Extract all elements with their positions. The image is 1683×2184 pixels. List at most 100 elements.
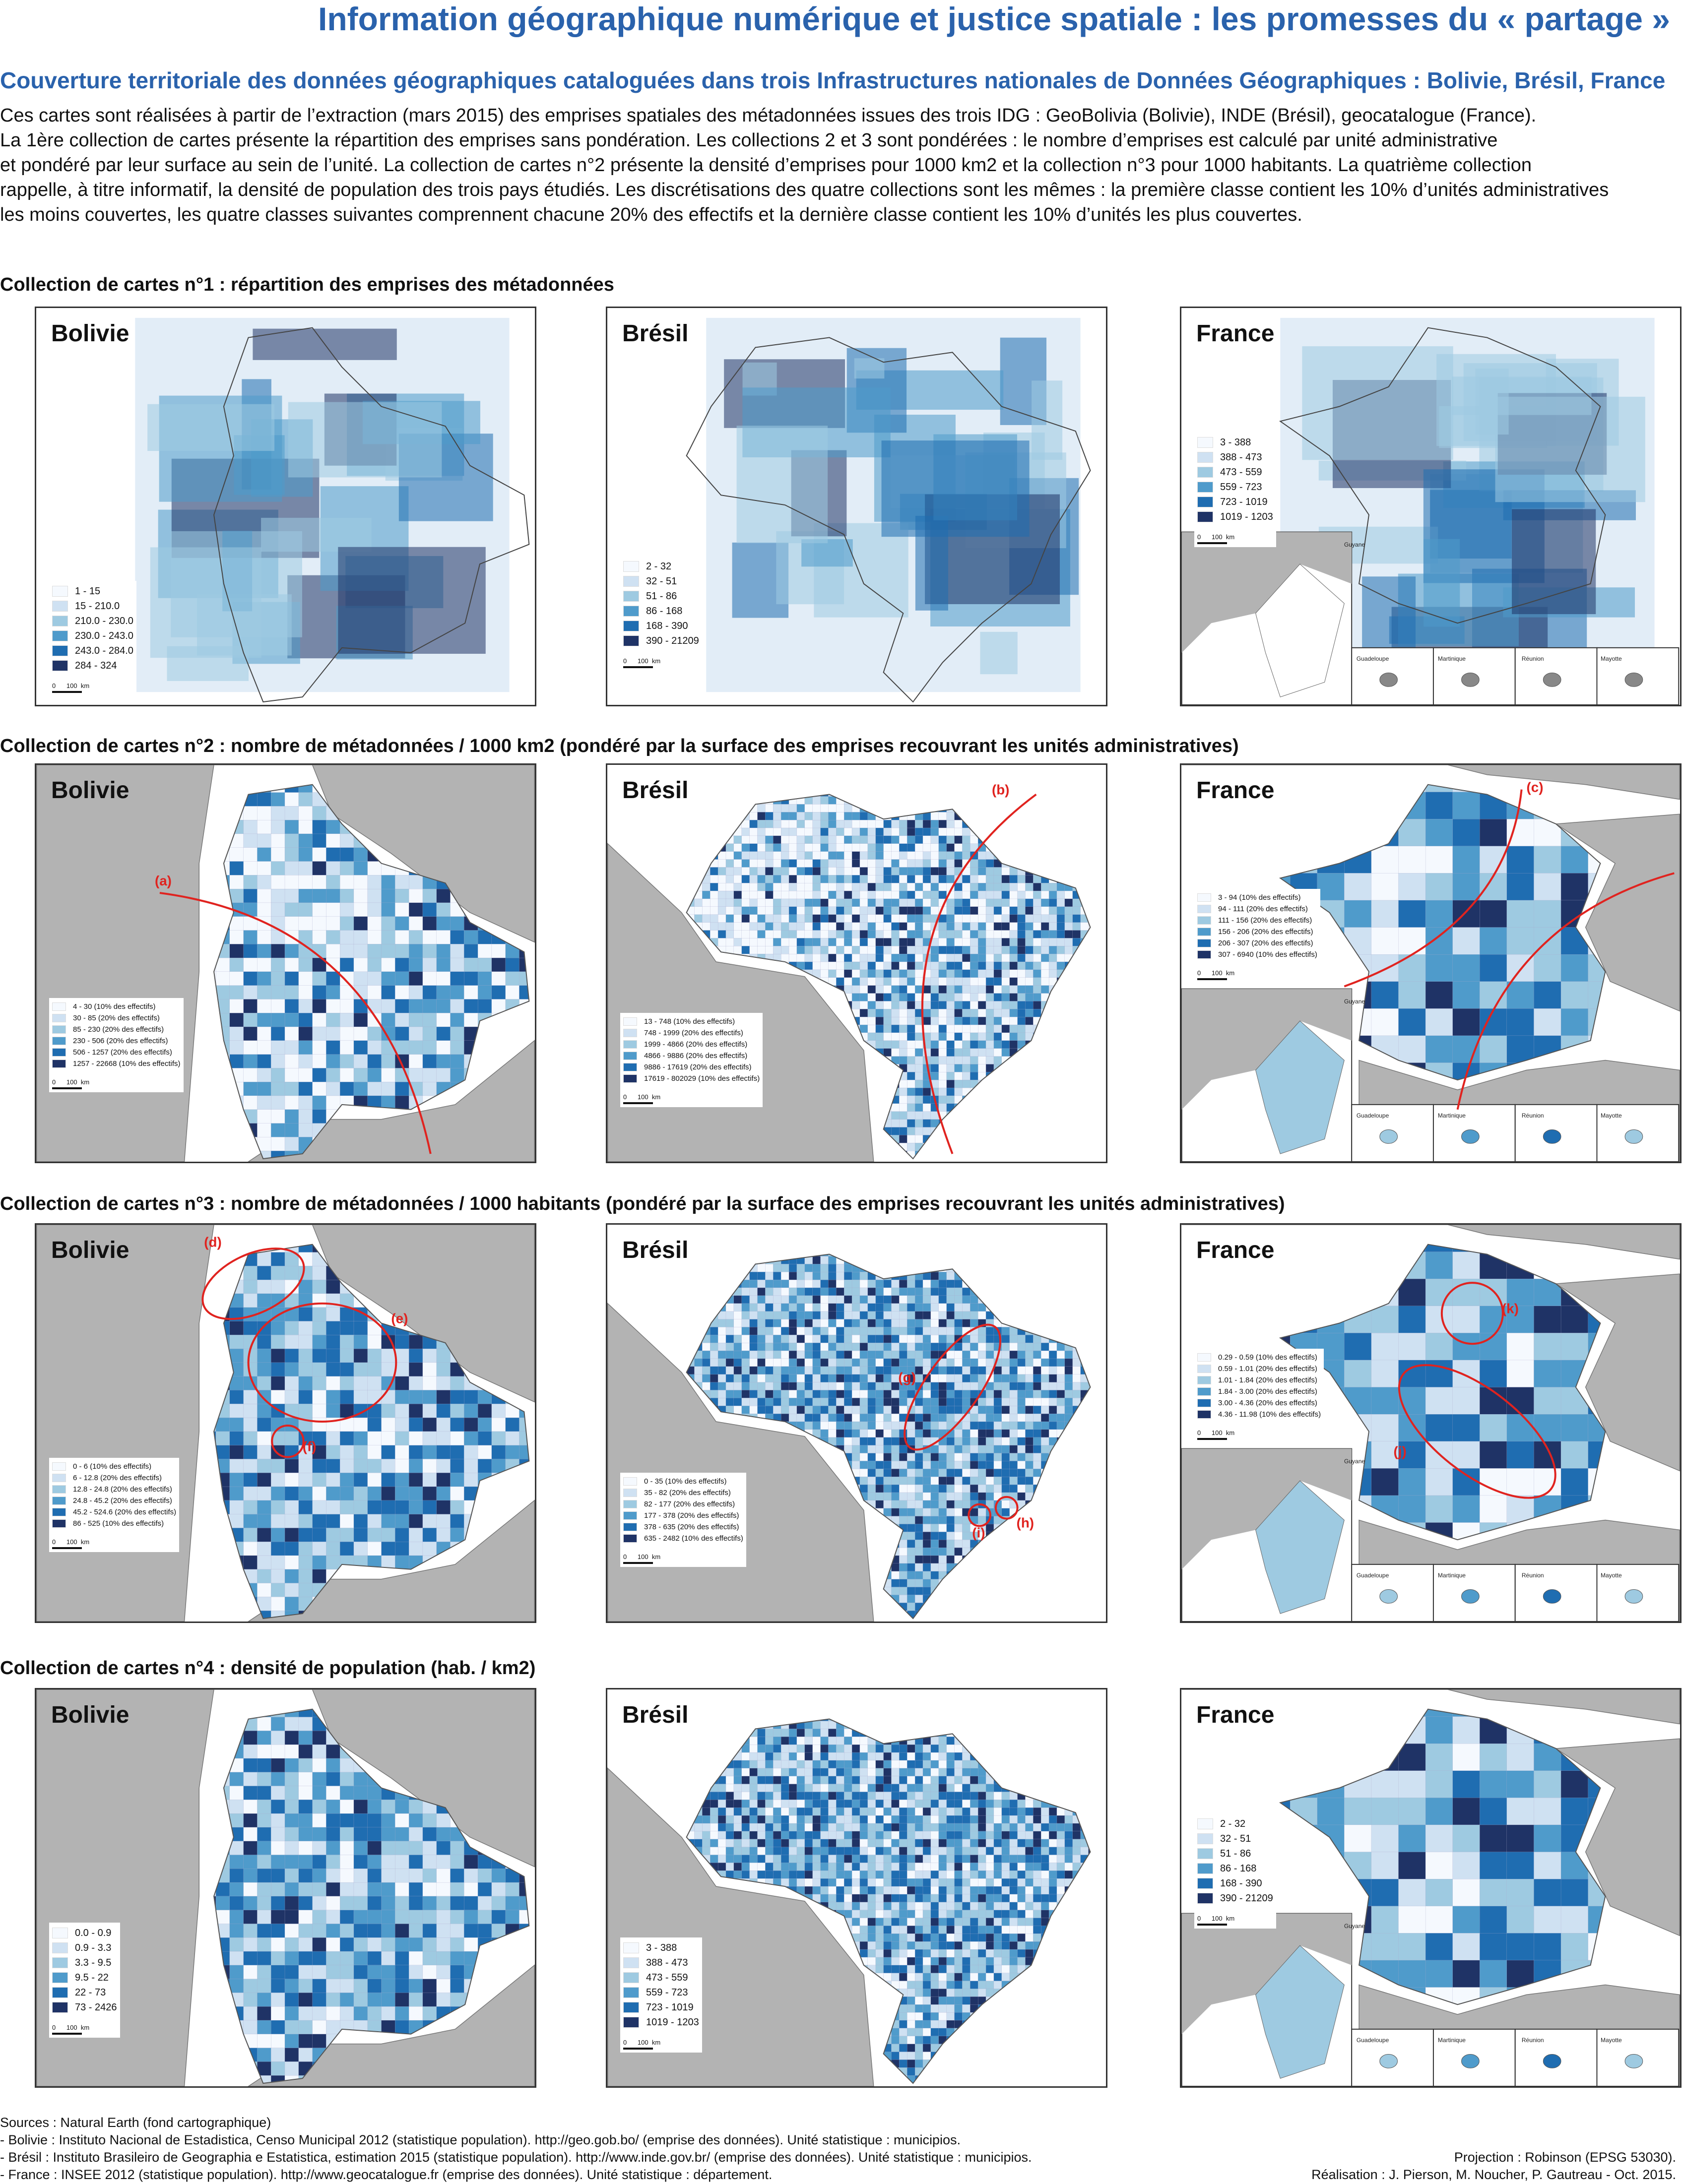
admin-unit bbox=[914, 843, 923, 852]
admin-unit bbox=[271, 1252, 285, 1267]
legend-item: 559 - 723 bbox=[1197, 480, 1273, 495]
admin-unit bbox=[367, 1026, 382, 1041]
admin-unit bbox=[741, 946, 750, 954]
admin-unit bbox=[765, 859, 774, 868]
admin-unit bbox=[883, 930, 892, 939]
admin-unit bbox=[749, 898, 758, 907]
admin-unit bbox=[851, 827, 860, 836]
admin-unit bbox=[340, 861, 354, 875]
admin-unit bbox=[717, 883, 726, 891]
admin-unit bbox=[875, 820, 884, 828]
admin-unit bbox=[828, 961, 837, 970]
admin-unit bbox=[408, 1040, 423, 1055]
admin-unit bbox=[962, 898, 971, 907]
admin-unit bbox=[891, 1009, 900, 1017]
admin-unit bbox=[298, 957, 313, 972]
admin-unit bbox=[938, 851, 947, 860]
admin-unit bbox=[505, 957, 520, 972]
admin-unit bbox=[710, 906, 718, 915]
admin-unit bbox=[1041, 898, 1049, 907]
admin-unit bbox=[436, 1040, 451, 1055]
admin-unit bbox=[326, 944, 340, 958]
admin-unit bbox=[946, 1087, 955, 1096]
admin-unit bbox=[891, 922, 900, 931]
admin-unit bbox=[1025, 938, 1034, 946]
admin-unit bbox=[844, 930, 852, 939]
admin-unit bbox=[820, 890, 829, 899]
admin-unit bbox=[820, 883, 829, 891]
admin-unit bbox=[788, 867, 797, 875]
admin-unit bbox=[891, 827, 900, 836]
admin-unit bbox=[883, 1048, 892, 1057]
admin-unit bbox=[257, 985, 271, 1000]
admin-unit bbox=[1452, 900, 1480, 928]
admin-unit bbox=[408, 944, 423, 958]
admin-unit bbox=[1009, 938, 1018, 946]
legend-label: 9886 - 17619 (20% des effectifs) bbox=[644, 1063, 752, 1071]
admin-unit bbox=[883, 1017, 892, 1025]
admin-unit bbox=[1025, 930, 1034, 939]
admin-unit bbox=[477, 944, 492, 958]
admin-unit bbox=[257, 930, 271, 944]
admin-unit bbox=[930, 969, 939, 978]
admin-unit bbox=[891, 1103, 900, 1112]
admin-unit bbox=[907, 1017, 915, 1025]
admin-unit bbox=[436, 999, 451, 1013]
admin-unit bbox=[914, 851, 923, 860]
admin-unit bbox=[867, 898, 876, 907]
admin-unit bbox=[1056, 922, 1065, 931]
admin-unit bbox=[717, 938, 726, 946]
scale-bar: 0 100 km bbox=[52, 1078, 181, 1089]
admin-unit bbox=[962, 993, 971, 1002]
admin-unit bbox=[757, 835, 766, 844]
admin-unit bbox=[312, 806, 327, 820]
admin-unit bbox=[938, 883, 947, 891]
admin-unit bbox=[298, 875, 313, 889]
legend-item: 1019 - 1203 bbox=[1197, 509, 1273, 524]
admin-unit bbox=[780, 843, 789, 852]
admin-unit bbox=[844, 890, 852, 899]
admin-unit bbox=[229, 1054, 244, 1069]
admin-unit bbox=[844, 953, 852, 962]
admin-unit bbox=[464, 930, 478, 944]
admin-unit bbox=[899, 1103, 907, 1112]
admin-unit bbox=[395, 944, 409, 958]
admin-unit bbox=[733, 851, 742, 860]
legend-item: 2 - 32 bbox=[623, 559, 699, 574]
admin-unit bbox=[993, 946, 1002, 954]
admin-unit bbox=[257, 916, 271, 931]
admin-unit bbox=[733, 883, 742, 891]
admin-unit bbox=[875, 835, 884, 844]
admin-unit bbox=[436, 985, 451, 1000]
legend-item: 85 - 230 (20% des effectifs) bbox=[52, 1024, 181, 1035]
admin-unit bbox=[243, 1068, 258, 1082]
inset-label: Martinique bbox=[1437, 655, 1466, 662]
admin-unit bbox=[1480, 1008, 1507, 1036]
admin-unit bbox=[804, 827, 813, 836]
legend-label: 243.0 - 284.0 bbox=[75, 645, 133, 656]
admin-unit bbox=[812, 914, 821, 923]
admin-unit bbox=[1041, 985, 1049, 994]
admin-unit bbox=[749, 922, 758, 931]
admin-unit bbox=[993, 961, 1002, 970]
admin-unit bbox=[891, 867, 900, 875]
admin-unit bbox=[875, 883, 884, 891]
admin-unit bbox=[899, 961, 907, 970]
map-country-name: Brésil bbox=[622, 777, 689, 804]
admin-unit bbox=[1072, 914, 1081, 923]
admin-unit bbox=[930, 883, 939, 891]
admin-unit bbox=[717, 890, 726, 899]
admin-unit bbox=[1064, 930, 1073, 939]
admin-unit bbox=[780, 883, 789, 891]
admin-unit bbox=[946, 1017, 955, 1025]
admin-unit bbox=[1017, 890, 1026, 899]
admin-unit bbox=[907, 961, 915, 970]
admin-unit bbox=[844, 883, 852, 891]
admin-unit bbox=[891, 898, 900, 907]
admin-unit bbox=[804, 953, 813, 962]
admin-unit bbox=[804, 804, 813, 812]
admin-unit bbox=[993, 1032, 1002, 1041]
admin-unit bbox=[725, 843, 734, 852]
admin-unit bbox=[436, 944, 451, 958]
admin-unit bbox=[812, 890, 821, 899]
